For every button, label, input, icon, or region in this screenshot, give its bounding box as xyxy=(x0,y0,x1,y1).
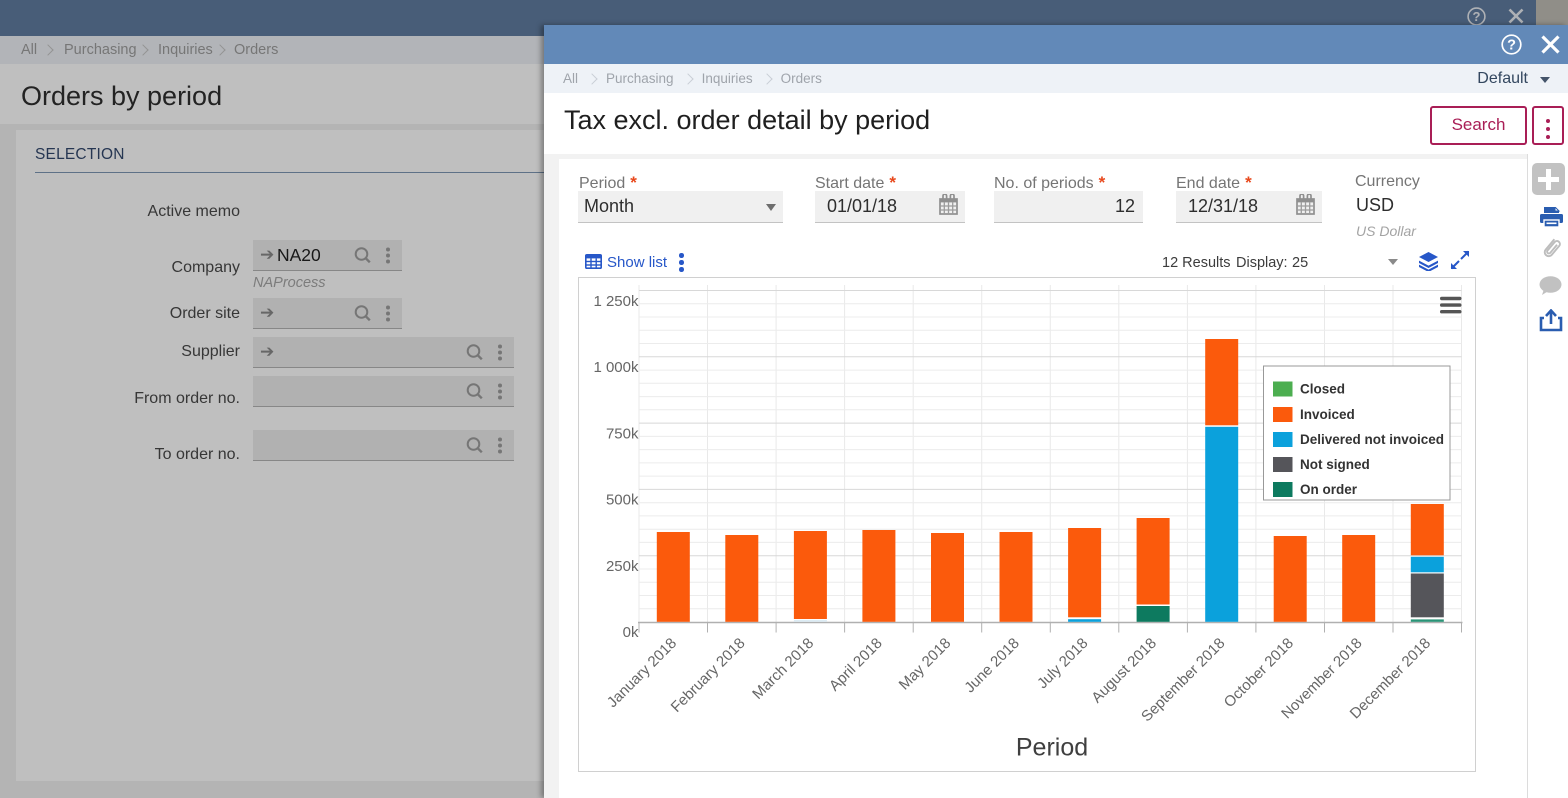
svg-text:Invoiced: Invoiced xyxy=(1300,407,1355,422)
svg-text:?: ? xyxy=(1507,38,1516,54)
svg-text:Not signed: Not signed xyxy=(1300,457,1370,472)
svg-text:0k: 0k xyxy=(623,624,639,641)
svg-text:Delivered not invoiced: Delivered not invoiced xyxy=(1300,432,1444,447)
svg-text:1 250k: 1 250k xyxy=(593,293,639,310)
svg-text:Period: Period xyxy=(1016,734,1088,762)
svg-text:1 000k: 1 000k xyxy=(593,359,639,376)
svg-text:750k: 750k xyxy=(606,425,639,442)
svg-text:250k: 250k xyxy=(606,558,639,575)
svg-text:?: ? xyxy=(1473,9,1481,24)
svg-text:On order: On order xyxy=(1300,482,1358,497)
svg-text:Closed: Closed xyxy=(1300,382,1345,397)
svg-text:500k: 500k xyxy=(606,492,639,509)
